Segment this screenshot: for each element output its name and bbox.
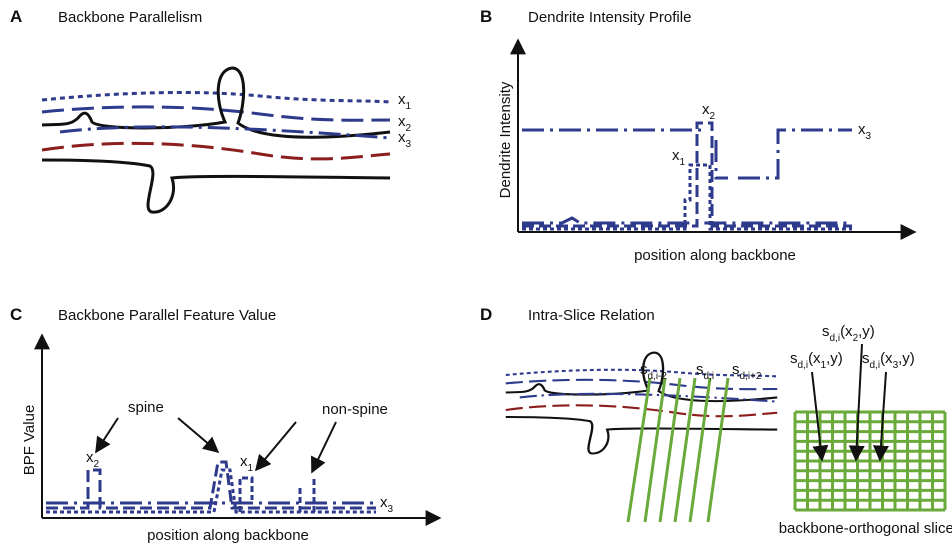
subscript: 2	[710, 111, 716, 122]
grid-arrow	[872, 371, 889, 462]
subscript: 1	[821, 360, 827, 371]
line-label: x3	[380, 494, 394, 515]
x-axis-label: position along backbone	[634, 247, 796, 264]
line-label: x2	[702, 101, 716, 122]
grid-arrow	[811, 371, 829, 462]
line-label: sd,i-2	[640, 361, 667, 382]
text-part: x	[702, 101, 710, 118]
slice-line	[706, 377, 730, 523]
slice-line	[688, 377, 712, 523]
slice-line	[658, 377, 682, 523]
text-part: ,y)	[898, 350, 915, 367]
y-axis-label: Dendrite Intensity	[497, 81, 514, 198]
spine-arrow	[95, 417, 119, 454]
text-part: s	[822, 323, 830, 340]
panel-title: Intra-Slice Relation	[528, 307, 655, 324]
panel-title: Backbone Parallelism	[58, 9, 202, 26]
slice-line	[643, 377, 667, 523]
panel-letter: A	[10, 7, 22, 26]
line-label: x1	[240, 453, 254, 474]
subscript: 3	[893, 360, 899, 371]
non-spine-arrow	[311, 421, 337, 474]
text-part: s	[790, 350, 798, 367]
text-part: s	[696, 361, 704, 378]
profile-x3-base	[522, 216, 852, 225]
grid-label: sd,i(x1,y)	[790, 350, 843, 371]
annotation: non-spine	[322, 401, 388, 418]
subscript: 1	[406, 101, 412, 112]
text-part: x	[86, 449, 94, 466]
line-label: x3	[398, 129, 412, 150]
text-part: (x	[808, 350, 821, 367]
text-part: x	[240, 453, 248, 470]
non-spine-arrow	[254, 421, 297, 472]
subscript: 1	[680, 157, 686, 168]
text-part: x	[858, 121, 866, 138]
line-label: x3	[858, 121, 872, 142]
subscript: 2	[94, 459, 100, 470]
spine-arrow	[177, 417, 220, 454]
annotation: spine	[128, 399, 164, 416]
text-part: x	[672, 147, 680, 164]
subscript: d,i+2	[740, 371, 762, 382]
slice-line	[673, 377, 697, 523]
subscript: 3	[388, 504, 394, 515]
panel-a-curves	[40, 66, 392, 214]
text-part: x	[398, 113, 406, 130]
text-part: s	[732, 361, 740, 378]
line-label: x1	[398, 91, 412, 112]
subscript: d,i-2	[648, 371, 668, 382]
grid-label: sd,i(x3,y)	[862, 350, 915, 371]
panel-letter: B	[480, 7, 492, 26]
subscript: d,i	[830, 333, 841, 344]
subscript: 1	[248, 463, 254, 474]
text-part: ,y)	[858, 323, 875, 340]
panel-title: Dendrite Intensity Profile	[528, 9, 691, 26]
subscript: d,i	[870, 360, 881, 371]
bpf-non-spine	[238, 476, 316, 512]
slice-line	[626, 377, 652, 523]
caption: backbone-orthogonal slices	[779, 520, 952, 537]
panel-title: Backbone Parallel Feature Value	[58, 307, 276, 324]
text-part: s	[640, 361, 648, 378]
subscript: 3	[406, 139, 412, 150]
text-part: s	[862, 350, 870, 367]
text-part: (x	[880, 350, 893, 367]
line-label: x2	[398, 113, 412, 134]
profile-x3	[522, 128, 852, 180]
y-axis-label: BPF Value	[21, 405, 38, 476]
line-label: x1	[672, 147, 686, 168]
grid-arrow	[848, 343, 865, 462]
text-part: x	[398, 91, 406, 108]
text-part: ,y)	[826, 350, 843, 367]
line-label: sd,i	[696, 361, 714, 382]
slices	[626, 377, 730, 523]
line-label: sd,i+2	[732, 361, 762, 382]
subscript: 3	[866, 131, 872, 142]
panel-letter: C	[10, 305, 22, 324]
text-part: x	[398, 129, 406, 146]
subscript: 2	[406, 123, 412, 134]
grid-label: sd,i(x2,y)	[822, 323, 875, 344]
subscript: d,i	[798, 360, 809, 371]
bpf-x2	[46, 460, 376, 510]
panel-letter: D	[480, 305, 492, 324]
profile-x2	[522, 121, 852, 228]
line-label: x2	[86, 449, 100, 470]
text-part: (x	[840, 323, 853, 340]
text-part: x	[380, 494, 388, 511]
x-axis-label: position along backbone	[147, 527, 309, 544]
bpf-x1	[46, 468, 376, 514]
subscript: 2	[853, 333, 859, 344]
subscript: d,i	[704, 371, 715, 382]
